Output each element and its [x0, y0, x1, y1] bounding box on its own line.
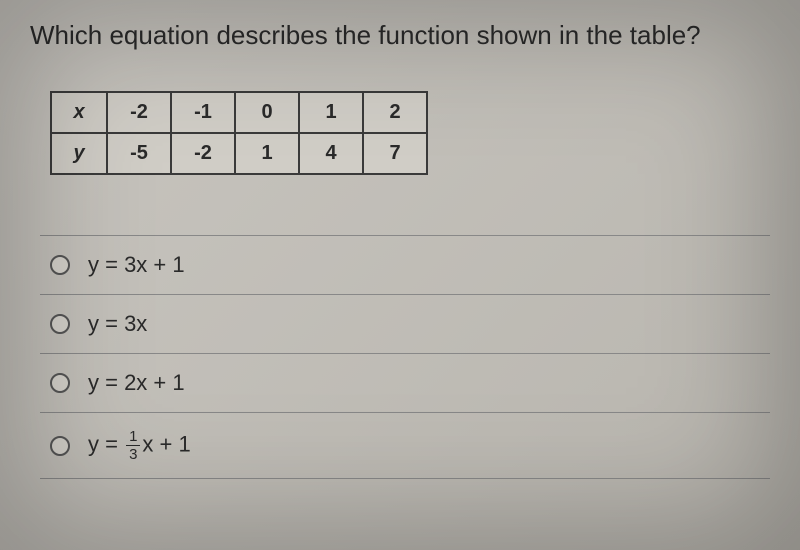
- fraction-denominator: 3: [129, 446, 137, 462]
- row-label-y: y: [51, 133, 107, 174]
- option-label: y = 2x + 1: [88, 370, 185, 396]
- table-cell: 2: [363, 92, 427, 133]
- table-cell: -5: [107, 133, 171, 174]
- option-1[interactable]: y = 3x + 1: [40, 235, 770, 295]
- radio-icon: [50, 255, 70, 275]
- table-row: y -5 -2 1 4 7: [51, 133, 427, 174]
- table-cell: -2: [107, 92, 171, 133]
- table-cell: 0: [235, 92, 299, 133]
- option-label: y = 13x + 1: [88, 429, 191, 462]
- table-cell: 1: [235, 133, 299, 174]
- table-cell: -1: [171, 92, 235, 133]
- option-4[interactable]: y = 13x + 1: [40, 413, 770, 479]
- options-container: y = 3x + 1 y = 3x y = 2x + 1 y = 13x + 1: [40, 235, 770, 479]
- radio-icon: [50, 314, 70, 334]
- table-cell: 4: [299, 133, 363, 174]
- option-label: y = 3x + 1: [88, 252, 185, 278]
- option-suffix: x + 1: [142, 431, 190, 456]
- question-text: Which equation describes the function sh…: [30, 20, 770, 51]
- table-cell: 1: [299, 92, 363, 133]
- row-label-x: x: [51, 92, 107, 133]
- fraction-icon: 13: [126, 429, 140, 462]
- radio-icon: [50, 373, 70, 393]
- option-label: y = 3x: [88, 311, 147, 337]
- radio-icon: [50, 436, 70, 456]
- table-cell: 7: [363, 133, 427, 174]
- fraction-numerator: 1: [126, 429, 140, 446]
- option-3[interactable]: y = 2x + 1: [40, 354, 770, 413]
- table-cell: -2: [171, 133, 235, 174]
- table-row: x -2 -1 0 1 2: [51, 92, 427, 133]
- option-prefix: y =: [88, 431, 124, 456]
- data-table: x -2 -1 0 1 2 y -5 -2 1 4 7: [50, 91, 428, 175]
- option-2[interactable]: y = 3x: [40, 295, 770, 354]
